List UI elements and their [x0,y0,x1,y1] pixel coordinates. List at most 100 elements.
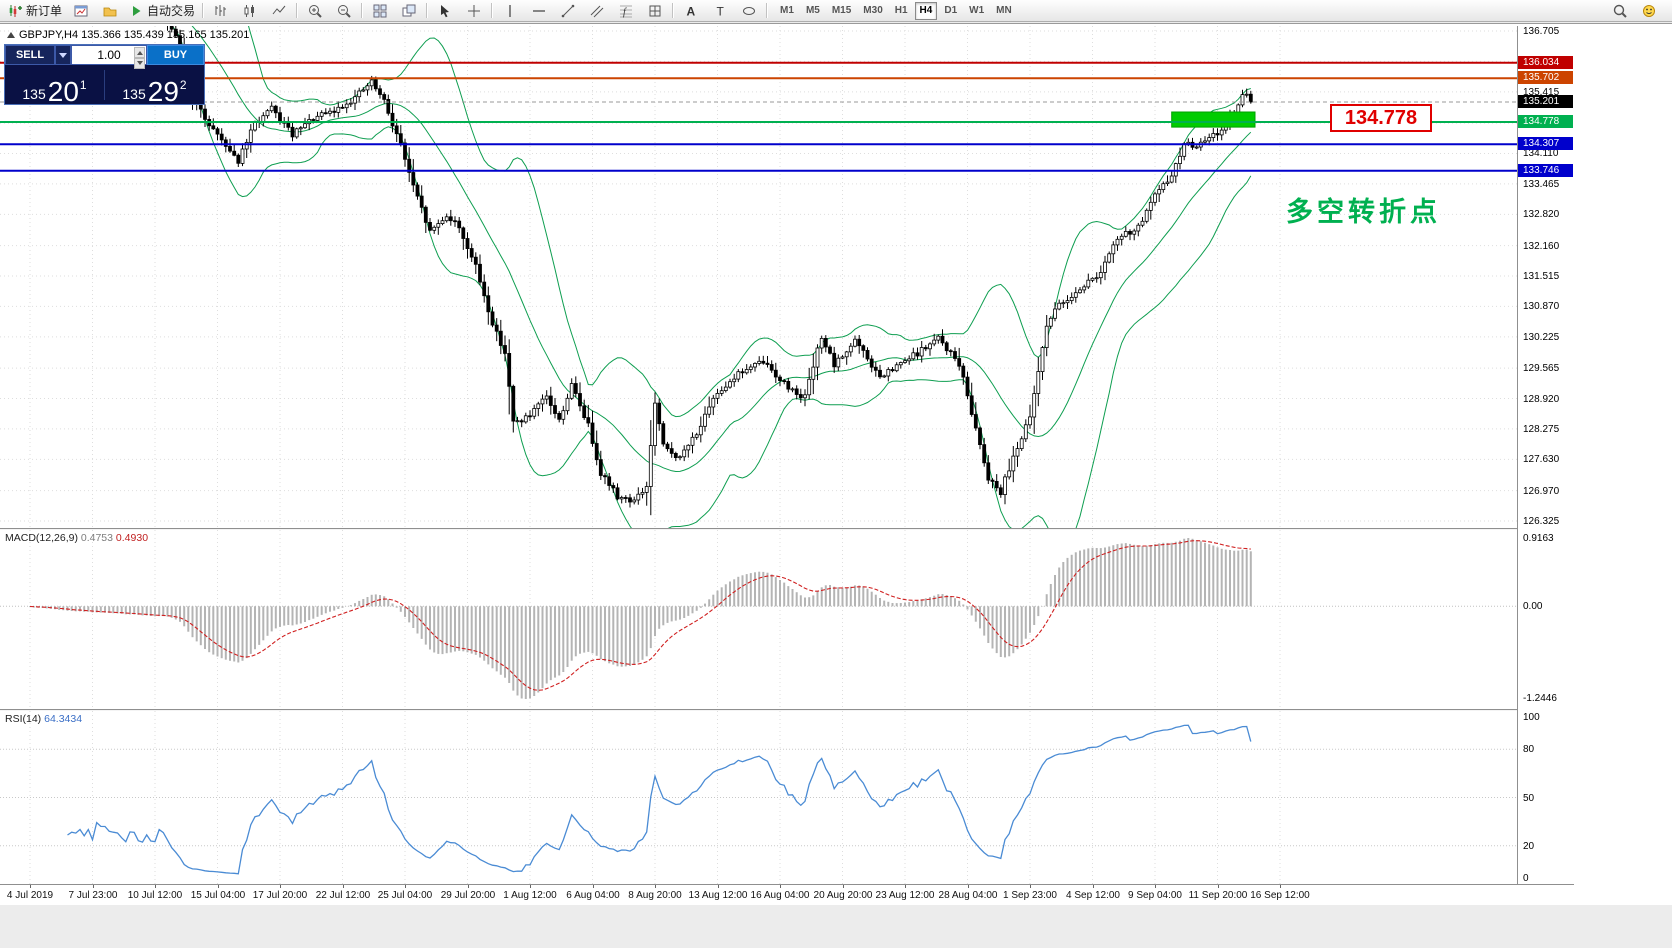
panel-separator[interactable] [0,528,1574,529]
drawing-tools-button[interactable] [640,0,669,21]
candlestick-chart-button[interactable] [235,0,264,21]
time-tick-mark [530,885,531,888]
price-tick: 130.870 [1523,301,1560,312]
timeframe-toolbar: M1 M5 M15 M30 H1 H4 D1 W1 MN [774,1,1018,20]
main-price-chart[interactable] [0,26,1517,528]
time-tick-mark [343,885,344,888]
sell-price[interactable]: 135 20 1 [22,76,87,108]
timeframe-M1[interactable]: M1 [780,5,794,16]
time-tick-mark [655,885,656,888]
community-help-button[interactable] [1634,0,1663,21]
rsi-scale-tick: 20 [1523,841,1535,852]
auto-trading-button[interactable]: 自动交易 [124,0,199,21]
time-tick-mark [905,885,906,888]
price-level-tag: 134.307 [1518,137,1573,150]
timeframe-W1[interactable]: W1 [969,5,985,16]
macd-panel[interactable] [0,530,1517,709]
buy-button[interactable]: BUY [147,45,204,65]
shapes-icon [742,6,755,15]
price-tick: 128.920 [1523,394,1560,405]
text-button[interactable]: A [676,0,705,21]
spin-down-icon[interactable] [134,58,145,69]
timeframe-H4[interactable]: H4 [914,1,938,20]
volume-spinner[interactable] [134,47,145,69]
time-tick-mark [1155,885,1156,888]
time-tick-label: 9 Sep 04:00 [1128,890,1182,901]
zoom-in-button[interactable] [300,0,329,21]
timeframe-M30[interactable]: M30 [863,5,883,16]
macd-scale-min: -1.2446 [1523,693,1557,704]
volume-dropdown[interactable] [55,45,71,65]
volume-input[interactable]: 1.00 [71,45,147,69]
price-level-tag: 136.034 [1518,56,1573,69]
one-click-toggle-icon[interactable] [7,32,15,38]
timeframe-M5[interactable]: M5 [805,5,820,16]
time-tick-mark [218,885,219,888]
price-level-tag: 135.702 [1518,71,1573,84]
rsi-scale-tick: 50 [1523,793,1535,804]
arrange-icon [402,4,416,16]
rsi-scale-tick: 100 [1523,712,1540,723]
rsi-panel[interactable] [0,711,1517,884]
time-tick-mark [968,885,969,888]
time-tick-label: 7 Jul 23:00 [68,890,118,901]
toolbar-separator [296,3,298,18]
new-chart-button[interactable] [66,0,95,21]
time-tick-label: 17 Jul 20:00 [252,890,308,901]
tile-windows-icon [373,4,387,17]
timeframe-M15[interactable]: M15 [831,5,852,16]
line-chart-button[interactable] [264,0,293,21]
cursor-button[interactable] [430,0,459,21]
timeframe-H1[interactable]: H1 [894,5,908,16]
shapes-button[interactable] [734,0,763,21]
search-button[interactable] [1605,0,1634,21]
time-tick-label: 4 Jul 2019 [6,890,54,901]
spin-up-icon[interactable] [134,47,145,58]
time-tick-label: 16 Sep 12:00 [1250,890,1310,901]
svg-text:f: f [623,7,627,18]
new-order-button[interactable]: 新订单 [3,0,66,21]
horizontal-line-button[interactable] [524,0,553,21]
time-tick-label: 1 Aug 12:00 [503,890,557,901]
time-tick-mark [780,885,781,888]
candle-chart-icon [244,4,254,17]
panel-separator[interactable] [0,709,1574,710]
time-axis[interactable]: 4 Jul 2019 7 Jul 23:00 10 Jul 12:00 15 Jul … [0,884,1574,905]
time-tick-mark [1030,885,1031,888]
price-level-tag: 133.746 [1518,164,1573,177]
bar-chart-icon [215,4,226,16]
trendline-button[interactable] [553,0,582,21]
equidistant-channel-button[interactable] [582,0,611,21]
profiles-button[interactable] [95,0,124,21]
buy-price[interactable]: 135 29 2 [122,76,187,108]
price-callout-box[interactable]: 134.778 [1330,104,1432,132]
tile-windows-button[interactable] [365,0,394,21]
drawing-grid-icon [649,5,661,16]
text-label-button[interactable]: T [705,0,734,21]
price-scale[interactable]: 136.705 135.415 134.110 133.465 132.820 132.1… [1517,26,1672,884]
zoom-out-button[interactable] [329,0,358,21]
highlight-rectangle [1171,111,1256,128]
toolbar-separator [491,3,493,18]
sell-button[interactable]: SELL [5,45,55,65]
toolbar-buttons: 新订单 自动交易 f A T [3,0,770,21]
time-tick-label: 23 Aug 12:00 [875,890,935,901]
crosshair-button[interactable] [459,0,488,21]
turning-point-annotation[interactable]: 多空转折点 [1286,197,1441,227]
timeframe-D1[interactable]: D1 [944,5,958,16]
toolbar-separator [766,3,768,18]
timeframe-MN[interactable]: MN [996,5,1012,16]
macd-indicator-label: MACD(12,26,9) 0.4753 0.4930 [5,532,149,544]
symbol-ohlc-readout: GBPJPY,H4 135.366 135.439 135.165 135.20… [7,29,249,41]
time-tick-mark [843,885,844,888]
time-tick-label: 22 Jul 12:00 [315,890,371,901]
time-tick-label: 28 Aug 04:00 [938,890,998,901]
vertical-line-button[interactable] [495,0,524,21]
macd-scale-zero: 0.00 [1523,601,1543,612]
time-tick-mark [93,885,94,888]
toolbar-separator [426,3,428,18]
fibonacci-button[interactable]: f [611,0,640,21]
cascade-windows-button[interactable] [394,0,423,21]
rsi-scale-tick: 80 [1523,744,1535,755]
bar-chart-button[interactable] [206,0,235,21]
